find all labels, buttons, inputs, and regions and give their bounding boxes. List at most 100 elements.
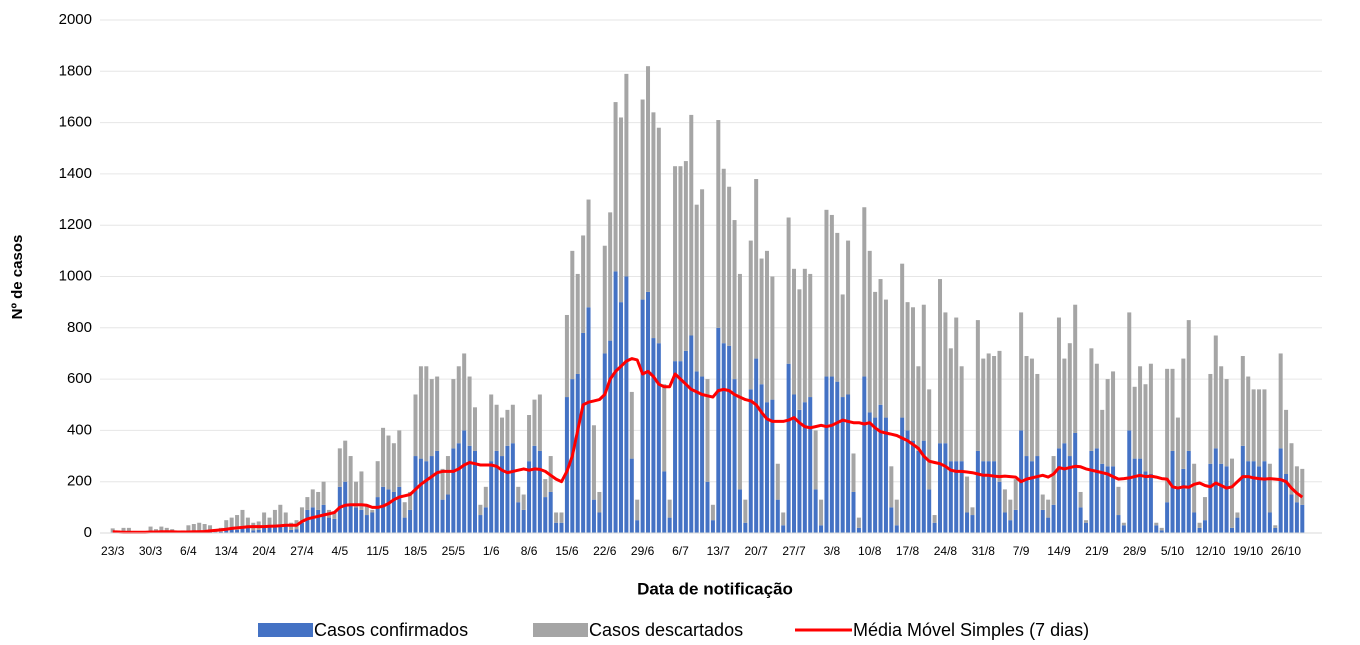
- bar: [727, 186, 732, 346]
- bar: [1067, 456, 1072, 533]
- bar: [797, 409, 802, 533]
- bar: [1143, 471, 1148, 533]
- bar: [992, 461, 997, 533]
- bar: [110, 528, 115, 533]
- bar: [889, 466, 894, 508]
- bar: [602, 353, 607, 533]
- bar: [494, 450, 499, 533]
- bar: [1073, 304, 1078, 433]
- bar: [597, 491, 602, 513]
- bar: [1257, 466, 1262, 533]
- bar: [1100, 409, 1105, 464]
- bar: [1175, 486, 1180, 533]
- bar: [759, 384, 764, 533]
- bar: [900, 263, 905, 418]
- bar: [846, 240, 851, 395]
- bar: [624, 276, 629, 533]
- legend-swatch: [258, 623, 313, 637]
- bar: [516, 502, 521, 533]
- x-tick-label: 24/8: [934, 544, 958, 558]
- bar: [343, 440, 348, 482]
- bar: [1127, 430, 1132, 533]
- legend-label: Média Móvel Simples (7 dias): [853, 620, 1089, 640]
- bar: [267, 526, 272, 533]
- bar: [846, 394, 851, 533]
- bar: [521, 494, 526, 510]
- bar: [564, 397, 569, 533]
- bar: [1165, 502, 1170, 533]
- bar: [1262, 389, 1267, 462]
- bar: [700, 189, 705, 377]
- bar: [467, 445, 472, 533]
- bar: [965, 512, 970, 533]
- bar: [1213, 448, 1218, 533]
- bar: [245, 527, 250, 533]
- bar: [867, 250, 872, 413]
- bar: [391, 443, 396, 492]
- bar: [932, 522, 937, 533]
- bar: [1278, 353, 1283, 449]
- bar: [938, 279, 943, 444]
- bar: [500, 417, 505, 457]
- bar: [240, 509, 245, 529]
- bar: [1116, 486, 1121, 516]
- bar: [1262, 461, 1267, 533]
- bar: [1208, 463, 1213, 533]
- bar: [916, 450, 921, 533]
- x-axis-title: Data de notificação: [637, 579, 793, 598]
- bar: [229, 517, 234, 530]
- bar: [1219, 366, 1224, 464]
- bar: [1219, 463, 1224, 533]
- x-tick-label: 10/8: [858, 544, 882, 558]
- bar: [251, 530, 256, 533]
- bar: [278, 504, 283, 526]
- bar: [1246, 376, 1251, 462]
- bar: [245, 517, 250, 528]
- bar: [764, 250, 769, 403]
- y-tick-label: 1600: [59, 114, 92, 131]
- bar: [375, 461, 380, 498]
- bar: [1294, 466, 1299, 503]
- bar: [873, 291, 878, 418]
- bar: [618, 302, 623, 533]
- bar: [797, 289, 802, 410]
- bar: [732, 379, 737, 533]
- bar: [635, 499, 640, 521]
- bar: [927, 489, 932, 533]
- x-tick-label: 15/6: [555, 544, 579, 558]
- bar: [1002, 512, 1007, 533]
- x-tick-label: 13/7: [707, 544, 731, 558]
- y-tick-label: 800: [67, 319, 92, 336]
- bar: [613, 271, 618, 533]
- bar: [862, 376, 867, 533]
- x-tick-label: 6/7: [672, 544, 689, 558]
- x-tick-label: 5/10: [1161, 544, 1185, 558]
- bar: [1029, 358, 1034, 462]
- bar: [440, 499, 445, 533]
- bar: [289, 529, 294, 533]
- x-tick-label: 19/10: [1233, 544, 1263, 558]
- bar: [992, 356, 997, 462]
- bar: [743, 522, 748, 533]
- bar: [710, 520, 715, 533]
- bar: [532, 445, 537, 533]
- x-tick-label: 20/4: [252, 544, 276, 558]
- bar: [1002, 489, 1007, 513]
- bar: [591, 425, 596, 500]
- bar: [316, 509, 321, 533]
- x-tick-label: 23/3: [101, 544, 125, 558]
- bar: [851, 491, 856, 533]
- x-tick-label: 18/5: [404, 544, 428, 558]
- bar: [975, 320, 980, 451]
- bar: [986, 353, 991, 462]
- bar: [889, 507, 894, 533]
- bar: [424, 366, 429, 462]
- bar: [1181, 468, 1186, 533]
- bar: [792, 394, 797, 533]
- x-tick-label: 29/6: [631, 544, 655, 558]
- bar: [235, 515, 240, 530]
- bar: [819, 499, 824, 526]
- bar: [1094, 448, 1099, 533]
- x-tick-label: 6/4: [180, 544, 197, 558]
- bar: [1008, 499, 1013, 521]
